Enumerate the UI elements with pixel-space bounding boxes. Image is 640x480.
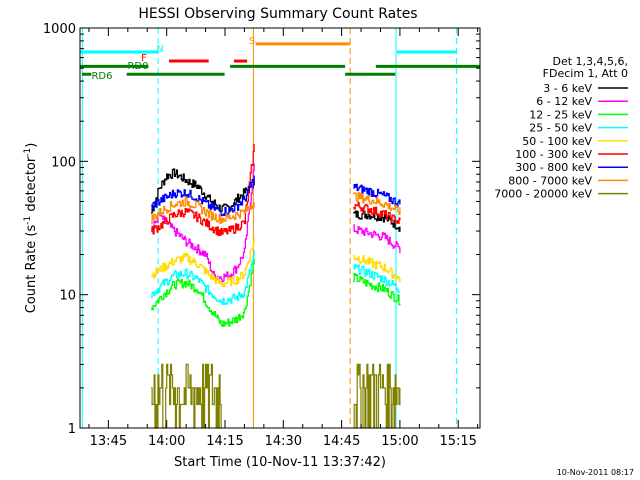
chart-title: HESSI Observing Summary Count Rates <box>138 6 417 22</box>
flag-n-label: N <box>156 44 163 55</box>
x-tick-label-6: 15:15 <box>439 434 476 449</box>
legend-label-6: 300 - 800 keV <box>515 161 592 174</box>
y-axis-label-mid: detector <box>24 156 39 216</box>
series-2-line-2 <box>353 272 401 306</box>
series-8-line-1 <box>151 363 222 429</box>
legend-label-0: 3 - 6 keV <box>543 82 592 95</box>
series-7-line-1 <box>151 196 255 225</box>
x-tick-label-2: 14:15 <box>206 434 243 449</box>
footer-date: 10-Nov-2011 08:17 <box>557 468 634 477</box>
y-tick-label-1: 10 <box>59 289 76 304</box>
series-4-line-1 <box>151 237 255 287</box>
legend-header-1: Det 1,3,4,5,6, <box>552 55 628 68</box>
y-tick-label-3: 1000 <box>43 22 76 37</box>
y-axis-label-sup2: -1 <box>23 148 33 157</box>
legend-label-1: 6 - 12 keV <box>536 95 592 108</box>
y-tick-label-0: 1 <box>68 422 76 437</box>
y-tick-label-2: 100 <box>51 155 76 170</box>
x-axis-label: Start Time (10-Nov-11 13:37:42) <box>174 455 386 470</box>
legend-label-5: 100 - 300 keV <box>515 148 592 161</box>
flag-rd6-label: RD6 <box>91 71 112 82</box>
series-8-line-2 <box>353 363 401 429</box>
series-3-line-1 <box>151 250 255 306</box>
data-layer: NF S RD0 RD6 <box>80 28 480 429</box>
series-2-line-1 <box>151 258 255 328</box>
y-axis-label-end: ) <box>24 143 39 148</box>
plot-frame <box>79 27 481 429</box>
series-7-line-2 <box>353 191 401 215</box>
legend-label-7: 800 - 7000 keV <box>508 174 592 187</box>
flag-rd0-label: RD0 <box>127 61 148 72</box>
flag-f-label: F <box>141 53 147 64</box>
series-5-line-2 <box>353 202 401 225</box>
x-tick-label-0: 13:45 <box>90 434 127 449</box>
series-3-line-2 <box>353 264 400 293</box>
series-0-line-2 <box>353 210 401 232</box>
y-axis-label-sup1: -1 <box>23 216 33 225</box>
x-tick-label-5: 15:00 <box>381 434 418 449</box>
series-1-line-2 <box>353 224 401 254</box>
legend-label-4: 50 - 100 keV <box>522 135 592 148</box>
axes-layer: 13:45 14:00 14:15 14:30 14:45 15:00 15:15 1 10 10… <box>43 22 480 449</box>
series-5-line-1 <box>151 143 255 237</box>
series-4-line-2 <box>353 254 401 283</box>
x-tick-label-1: 14:00 <box>148 434 185 449</box>
y-axis-label-main: Count Rate (s <box>24 225 39 314</box>
series-6-line-2 <box>353 183 401 208</box>
flag-s-label: S <box>249 36 255 47</box>
series-0-line-1 <box>151 168 255 214</box>
y-axis-label: Count Rate (s-1 detector-1) <box>23 143 39 314</box>
legend-label-3: 25 - 50 keV <box>529 122 592 135</box>
x-tick-label-4: 14:45 <box>323 434 360 449</box>
legend-label-8: 7000 - 20000 keV <box>494 188 592 201</box>
legend-header-2: FDecim 1, Att 0 <box>543 67 628 80</box>
x-tick-label-3: 14:30 <box>265 434 302 449</box>
legend-label-2: 12 - 25 keV <box>529 108 592 121</box>
series-6-line-1 <box>151 175 255 217</box>
